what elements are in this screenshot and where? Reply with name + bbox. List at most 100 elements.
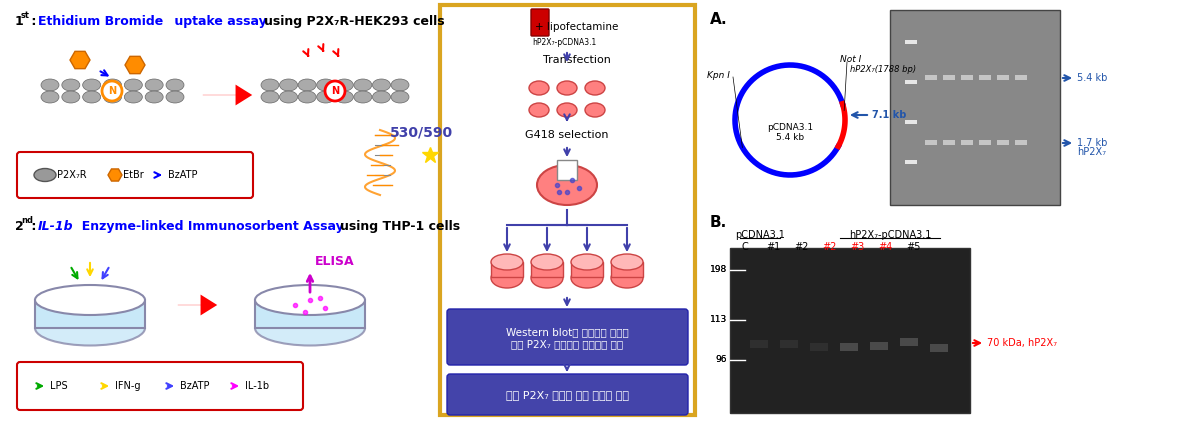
Ellipse shape [372, 91, 390, 103]
Bar [944, 75, 955, 80]
Text: pCDNA3.1: pCDNA3.1 [767, 124, 813, 132]
Ellipse shape [61, 79, 80, 91]
Ellipse shape [491, 254, 523, 270]
Text: 96: 96 [715, 355, 727, 365]
Bar [871, 342, 888, 350]
Text: Enzyme-linked Immunosorbent Assay: Enzyme-linked Immunosorbent Assay [73, 220, 349, 233]
Ellipse shape [571, 268, 603, 288]
Text: IL-1b: IL-1b [245, 381, 269, 391]
Text: + lipofectamine: + lipofectamine [535, 22, 618, 32]
Ellipse shape [254, 310, 365, 346]
Ellipse shape [537, 165, 597, 205]
Ellipse shape [531, 268, 563, 288]
Ellipse shape [262, 79, 279, 91]
Bar [1015, 140, 1027, 145]
Bar [730, 248, 969, 413]
Polygon shape [108, 169, 123, 181]
Ellipse shape [585, 81, 605, 95]
Text: 5.4 kb: 5.4 kb [1077, 73, 1107, 83]
Text: #1: #1 [766, 242, 780, 252]
Ellipse shape [557, 81, 577, 95]
Bar [750, 340, 768, 348]
Text: 5.4 kb: 5.4 kb [776, 134, 805, 143]
Ellipse shape [61, 91, 80, 103]
Text: :: : [27, 15, 41, 28]
Ellipse shape [491, 268, 523, 288]
Text: BzATP: BzATP [180, 381, 210, 391]
Ellipse shape [353, 91, 372, 103]
Text: A.: A. [710, 12, 728, 27]
Text: uptake assay: uptake assay [170, 15, 271, 28]
Ellipse shape [298, 79, 316, 91]
Bar [780, 340, 798, 348]
Ellipse shape [353, 79, 372, 91]
FancyBboxPatch shape [441, 5, 695, 415]
Ellipse shape [145, 79, 164, 91]
Ellipse shape [336, 91, 353, 103]
Ellipse shape [585, 103, 605, 117]
Circle shape [102, 81, 123, 101]
FancyBboxPatch shape [531, 9, 549, 36]
Bar [961, 140, 973, 145]
Text: Transfection: Transfection [543, 55, 611, 65]
Text: using P2X₇R-HEK293 cells: using P2X₇R-HEK293 cells [264, 15, 444, 28]
Bar [929, 344, 948, 352]
Text: IL-1b: IL-1b [38, 220, 73, 233]
Text: 198: 198 [710, 266, 727, 275]
Ellipse shape [125, 91, 143, 103]
Bar [905, 80, 916, 84]
Text: 113: 113 [710, 316, 727, 324]
Text: BzATP: BzATP [168, 170, 198, 180]
Text: IFN-g: IFN-g [115, 381, 140, 391]
Ellipse shape [611, 268, 643, 288]
Text: hP2X₇(1788 bp): hP2X₇(1788 bp) [851, 66, 916, 74]
Text: Ethidium Bromide: Ethidium Bromide [38, 15, 164, 28]
Text: Kpn I: Kpn I [707, 71, 730, 80]
Bar [961, 75, 973, 80]
Text: 198: 198 [710, 266, 727, 275]
Text: 96: 96 [715, 355, 727, 365]
Bar [900, 338, 918, 346]
Ellipse shape [254, 285, 365, 315]
FancyBboxPatch shape [446, 374, 688, 415]
Ellipse shape [82, 91, 100, 103]
Ellipse shape [35, 285, 145, 315]
Text: pCDNA3.1: pCDNA3.1 [735, 230, 785, 240]
Text: 113: 113 [710, 316, 727, 324]
Text: 인간 P2X₇ 수용체 연구 세보주 확보: 인간 P2X₇ 수용체 연구 세보주 확보 [505, 390, 629, 400]
Bar [979, 140, 991, 145]
FancyBboxPatch shape [16, 152, 253, 198]
Ellipse shape [34, 168, 57, 181]
Ellipse shape [279, 79, 298, 91]
Bar [905, 40, 916, 44]
Text: ELISA: ELISA [315, 255, 355, 268]
Bar [925, 140, 937, 145]
Ellipse shape [41, 79, 59, 91]
Bar [1015, 75, 1027, 80]
Ellipse shape [125, 79, 143, 91]
Text: C: C [742, 242, 748, 252]
Ellipse shape [391, 79, 409, 91]
Ellipse shape [166, 91, 184, 103]
Bar [997, 140, 1010, 145]
Text: 530/590: 530/590 [390, 125, 454, 139]
Text: #2: #2 [822, 242, 836, 252]
FancyBboxPatch shape [254, 300, 365, 328]
FancyBboxPatch shape [446, 309, 688, 365]
Text: 1: 1 [15, 15, 24, 28]
Bar [905, 160, 916, 164]
FancyBboxPatch shape [35, 300, 145, 328]
Text: N: N [331, 86, 339, 96]
Ellipse shape [317, 79, 335, 91]
Text: nd: nd [21, 216, 33, 225]
FancyBboxPatch shape [557, 160, 577, 180]
FancyBboxPatch shape [491, 262, 523, 277]
Ellipse shape [557, 103, 577, 117]
Bar [925, 75, 937, 80]
Ellipse shape [104, 79, 121, 91]
Ellipse shape [531, 254, 563, 270]
Bar [905, 120, 916, 124]
Text: 2: 2 [15, 220, 24, 233]
Text: B.: B. [710, 215, 727, 230]
Text: 70 kDa, hP2X₇: 70 kDa, hP2X₇ [987, 338, 1057, 348]
